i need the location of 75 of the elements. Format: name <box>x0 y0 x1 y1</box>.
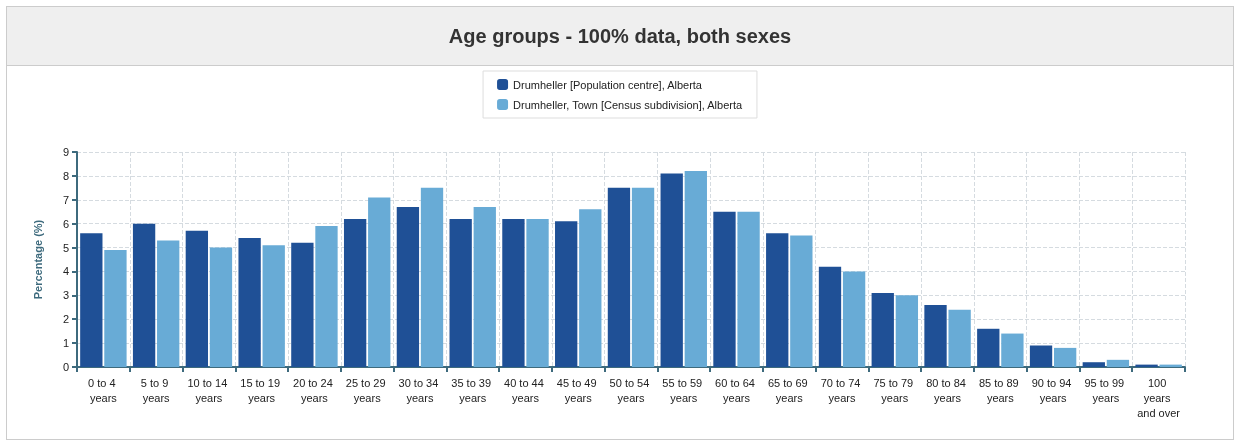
x-tick-label: 55 to 59 years <box>662 376 706 404</box>
y-tick-label: 9 <box>62 146 69 158</box>
x-tick-label: 0 to 4 years <box>88 376 119 404</box>
bar <box>104 249 127 367</box>
bar <box>977 328 1000 367</box>
x-tick-label: 75 to 79 years <box>873 376 917 404</box>
x-tick-label: 80 to 84 years <box>926 376 969 404</box>
y-axis-title: Percentage (%) <box>31 219 44 300</box>
x-tick-label: 35 to 39 years <box>451 376 495 404</box>
y-tick-label: 2 <box>62 313 69 326</box>
x-tick-label: 100 years and over <box>1137 376 1181 419</box>
x-tick-label: 60 to 64 years <box>715 376 758 404</box>
bar <box>80 233 103 367</box>
x-tick-label: 20 to 24 years <box>293 376 336 404</box>
bar <box>607 187 631 367</box>
bar <box>132 223 156 367</box>
bar <box>185 230 209 367</box>
x-tick-label: 95 to 99 years <box>1084 376 1128 404</box>
bar <box>737 211 760 367</box>
bar <box>842 271 866 367</box>
bar <box>449 218 472 367</box>
y-tick-label: 5 <box>62 241 69 254</box>
bar <box>555 221 578 367</box>
x-tick-label: 5 to 9 years <box>140 376 172 404</box>
bar <box>948 309 971 367</box>
x-tick-label: 45 to 49 years <box>556 376 600 404</box>
bar <box>396 206 420 367</box>
bar <box>157 240 180 367</box>
x-tick-label: 30 to 34 years <box>398 376 442 404</box>
bar <box>790 235 813 367</box>
bar <box>473 206 496 367</box>
x-tick-label: 10 to 14 years <box>187 376 231 404</box>
bar <box>713 211 736 367</box>
bar <box>315 226 338 367</box>
bar <box>660 173 683 367</box>
x-tick-label: 70 to 74 years <box>820 376 864 404</box>
bar <box>262 245 285 367</box>
bar <box>684 171 707 367</box>
chart-title: Age groups - 100% data, both sexes <box>7 7 1233 66</box>
x-tick-label: 25 to 29 years <box>345 376 389 404</box>
y-tick-label: 3 <box>62 289 69 302</box>
bar <box>291 242 314 367</box>
bar <box>579 209 602 367</box>
y-tick-label: 4 <box>62 265 69 278</box>
legend-label: Drumheller, Town [Census subdivision], Alberta <box>513 98 744 111</box>
bar <box>871 292 894 367</box>
bar <box>526 218 549 367</box>
y-tick-label: 8 <box>62 169 69 182</box>
bar <box>818 266 842 367</box>
x-tick-label: 85 to 89 years <box>978 376 1022 404</box>
x-tick-label: 50 to 54 years <box>609 376 653 404</box>
y-tick-label: 7 <box>62 193 69 206</box>
bar <box>238 238 261 367</box>
bar <box>1053 347 1077 367</box>
bar <box>1106 359 1130 367</box>
bar <box>368 197 391 367</box>
legend-label: Drumheller [Population centre], Alberta <box>513 78 703 91</box>
bar <box>343 218 367 367</box>
x-tick-label: 90 to 94 years <box>1031 376 1075 404</box>
x-tick-label: 65 to 69 years <box>767 376 811 404</box>
bar <box>209 247 233 367</box>
bar <box>924 304 947 367</box>
x-tick-label: 15 to 19 years <box>240 376 284 404</box>
y-tick-label: 1 <box>62 337 69 350</box>
bar <box>1001 333 1024 367</box>
y-tick-label: 0 <box>62 361 69 373</box>
x-tick-label: 40 to 44 years <box>504 376 547 404</box>
y-tick-label: 6 <box>62 217 69 230</box>
bar <box>631 187 655 367</box>
bar <box>1029 345 1053 367</box>
bar <box>502 218 525 367</box>
bar <box>895 295 919 367</box>
bar <box>420 187 444 367</box>
bar <box>766 233 789 367</box>
bar <box>1082 362 1105 367</box>
